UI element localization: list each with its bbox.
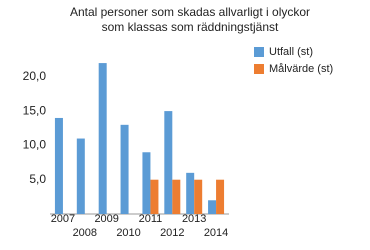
bar	[76, 138, 85, 214]
bar	[150, 179, 159, 214]
bar	[98, 63, 107, 214]
y-tick-label: 5,0	[29, 172, 46, 186]
bar	[120, 124, 129, 214]
y-tick-label: 10,0	[23, 138, 47, 152]
x-tick-label: 2009	[94, 213, 118, 225]
chart-title: som klassas som räddningstjänst	[102, 20, 279, 34]
legend-label: Utfall (st)	[269, 46, 313, 58]
x-tick-label: 2014	[204, 227, 228, 239]
x-tick-label: 2012	[160, 227, 184, 239]
bar	[186, 172, 195, 214]
x-tick-label: 2013	[182, 213, 206, 225]
x-tick-label: 2008	[73, 227, 97, 239]
legend-swatch	[254, 64, 264, 74]
legend-label: Målvärde (st)	[269, 63, 333, 75]
bar	[208, 200, 217, 214]
legend-swatch	[254, 47, 264, 57]
x-tick-label: 2011	[139, 213, 163, 225]
x-tick-label: 2010	[116, 227, 140, 239]
bar	[54, 117, 63, 214]
y-tick-label: 15,0	[23, 103, 47, 117]
chart-title: Antal personer som skadas allvarligt i o…	[70, 5, 310, 19]
bar	[194, 179, 203, 214]
bar	[142, 152, 151, 214]
x-tick-label: 2007	[51, 213, 75, 225]
bar	[172, 179, 181, 214]
bar	[164, 111, 173, 214]
bar	[216, 179, 225, 214]
y-tick-label: 20,0	[23, 69, 47, 83]
